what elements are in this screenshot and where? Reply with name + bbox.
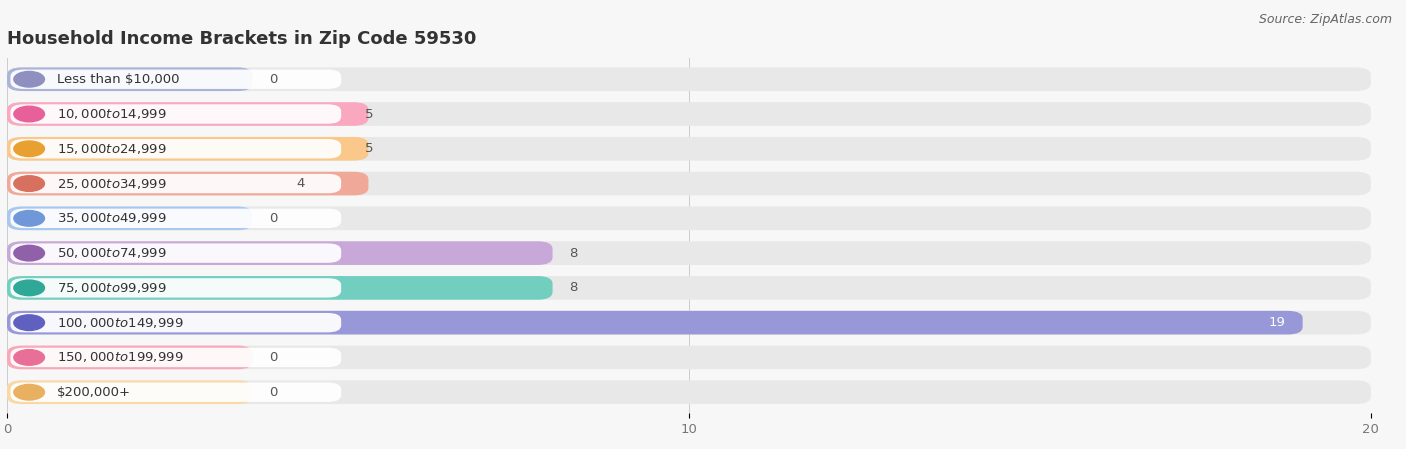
FancyBboxPatch shape (7, 102, 1371, 126)
FancyBboxPatch shape (7, 276, 553, 300)
FancyBboxPatch shape (10, 209, 342, 228)
Circle shape (14, 71, 45, 87)
FancyBboxPatch shape (7, 102, 368, 126)
Text: $50,000 to $74,999: $50,000 to $74,999 (56, 246, 166, 260)
Text: $15,000 to $24,999: $15,000 to $24,999 (56, 142, 166, 156)
FancyBboxPatch shape (7, 346, 1371, 369)
FancyBboxPatch shape (7, 380, 1371, 404)
Text: 5: 5 (366, 107, 374, 120)
Circle shape (14, 211, 45, 226)
Text: $10,000 to $14,999: $10,000 to $14,999 (56, 107, 166, 121)
FancyBboxPatch shape (7, 346, 253, 369)
Text: 0: 0 (270, 212, 278, 225)
FancyBboxPatch shape (10, 278, 342, 298)
FancyBboxPatch shape (10, 348, 342, 367)
FancyBboxPatch shape (7, 207, 1371, 230)
Text: 0: 0 (270, 386, 278, 399)
Circle shape (14, 176, 45, 191)
FancyBboxPatch shape (10, 243, 342, 263)
FancyBboxPatch shape (7, 241, 553, 265)
Circle shape (14, 280, 45, 296)
Text: $200,000+: $200,000+ (56, 386, 131, 399)
FancyBboxPatch shape (7, 276, 1371, 300)
Text: 5: 5 (366, 142, 374, 155)
FancyBboxPatch shape (7, 172, 1371, 195)
FancyBboxPatch shape (7, 311, 1371, 335)
FancyBboxPatch shape (7, 137, 368, 161)
FancyBboxPatch shape (10, 174, 342, 193)
Text: Less than $10,000: Less than $10,000 (56, 73, 179, 86)
Circle shape (14, 384, 45, 400)
FancyBboxPatch shape (10, 104, 342, 124)
Circle shape (14, 106, 45, 122)
Text: $150,000 to $199,999: $150,000 to $199,999 (56, 350, 183, 365)
FancyBboxPatch shape (10, 383, 342, 402)
Text: Source: ZipAtlas.com: Source: ZipAtlas.com (1258, 13, 1392, 26)
Circle shape (14, 315, 45, 330)
FancyBboxPatch shape (7, 172, 368, 195)
Circle shape (14, 350, 45, 365)
Text: 8: 8 (569, 247, 578, 260)
Text: 0: 0 (270, 351, 278, 364)
Text: 8: 8 (569, 282, 578, 295)
FancyBboxPatch shape (7, 67, 253, 91)
Text: 4: 4 (297, 177, 305, 190)
Circle shape (14, 245, 45, 261)
Text: $25,000 to $34,999: $25,000 to $34,999 (56, 176, 166, 190)
Circle shape (14, 141, 45, 157)
FancyBboxPatch shape (10, 139, 342, 158)
FancyBboxPatch shape (10, 313, 342, 332)
Text: 0: 0 (270, 73, 278, 86)
Text: 19: 19 (1268, 316, 1285, 329)
Text: Household Income Brackets in Zip Code 59530: Household Income Brackets in Zip Code 59… (7, 31, 477, 48)
FancyBboxPatch shape (10, 70, 342, 89)
Text: $35,000 to $49,999: $35,000 to $49,999 (56, 211, 166, 225)
FancyBboxPatch shape (7, 207, 253, 230)
FancyBboxPatch shape (7, 241, 1371, 265)
Text: $100,000 to $149,999: $100,000 to $149,999 (56, 316, 183, 330)
FancyBboxPatch shape (7, 311, 1303, 335)
FancyBboxPatch shape (7, 380, 253, 404)
Text: $75,000 to $99,999: $75,000 to $99,999 (56, 281, 166, 295)
FancyBboxPatch shape (7, 67, 1371, 91)
FancyBboxPatch shape (7, 137, 1371, 161)
